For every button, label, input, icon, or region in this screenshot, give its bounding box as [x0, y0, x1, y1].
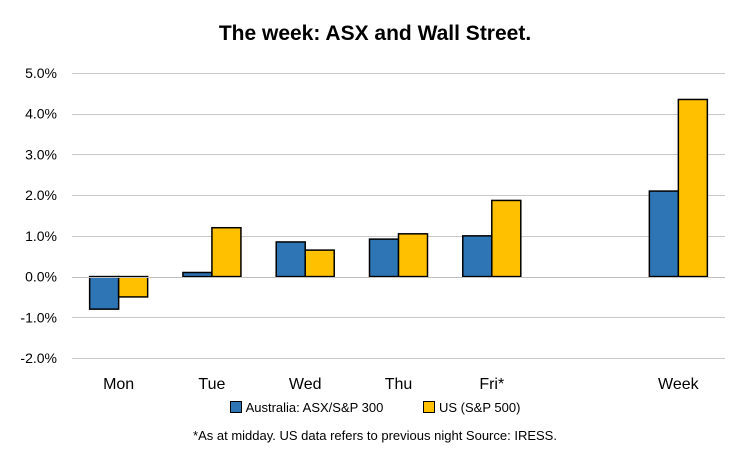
- y-tick-label: 2.0%: [25, 187, 57, 203]
- bar-australia-week: [648, 190, 680, 278]
- x-tick-label: Tue: [198, 376, 225, 393]
- legend-item-australia: Australia: ASX/S&P 300: [229, 400, 384, 415]
- legend-label-us: US (S&P 500): [439, 400, 521, 415]
- bar-australia-tue: [182, 271, 213, 278]
- bar-australia-fri: [462, 235, 493, 278]
- legend-swatch-us: [423, 401, 435, 413]
- bar-us-mon: [117, 275, 149, 298]
- bar-australia-wed: [275, 241, 306, 278]
- x-tick-label: Fri*: [479, 376, 504, 393]
- footnote: *As at midday. US data refers to previou…: [193, 428, 557, 443]
- y-tick-label: 0.0%: [25, 269, 57, 285]
- legend-swatch-australia: [229, 401, 242, 413]
- bar-australia-mon: [88, 275, 120, 310]
- y-tick-label: -1.0%: [20, 309, 57, 325]
- x-tick-label: Thu: [385, 376, 413, 393]
- x-tick-label: Mon: [103, 376, 134, 393]
- bar-us-thu: [397, 233, 429, 278]
- x-tick-label: Week: [658, 376, 700, 393]
- y-tick-label: 1.0%: [25, 228, 57, 244]
- x-tick-label: Wed: [289, 376, 322, 393]
- legend-label-australia: Australia: ASX/S&P 300: [245, 400, 384, 415]
- bar-us-tue: [211, 226, 242, 278]
- bars: [88, 98, 709, 310]
- legend-item-us: US (S&P 500): [423, 400, 520, 415]
- y-tick-label: 3.0%: [25, 146, 57, 162]
- gridlines: [72, 73, 725, 359]
- y-tick-label: 4.0%: [25, 106, 57, 122]
- y-tick-label: 5.0%: [25, 65, 57, 81]
- bar-us-wed: [304, 249, 335, 278]
- y-tick-label: -2.0%: [20, 350, 57, 366]
- chart-title: The week: ASX and Wall Street.: [218, 22, 532, 45]
- tick-labels: -2.0% -1.0% 0.0% 1.0% 2.0% 3.0% 4.0% 5.0% Mon Tue…: [20, 65, 699, 393]
- bar-australia-thu: [368, 238, 400, 278]
- bar-us-fri: [491, 199, 522, 278]
- legend: Australia: ASX/S&P 300 US (S&P 500): [0, 400, 750, 415]
- bar-us-week: [677, 98, 709, 278]
